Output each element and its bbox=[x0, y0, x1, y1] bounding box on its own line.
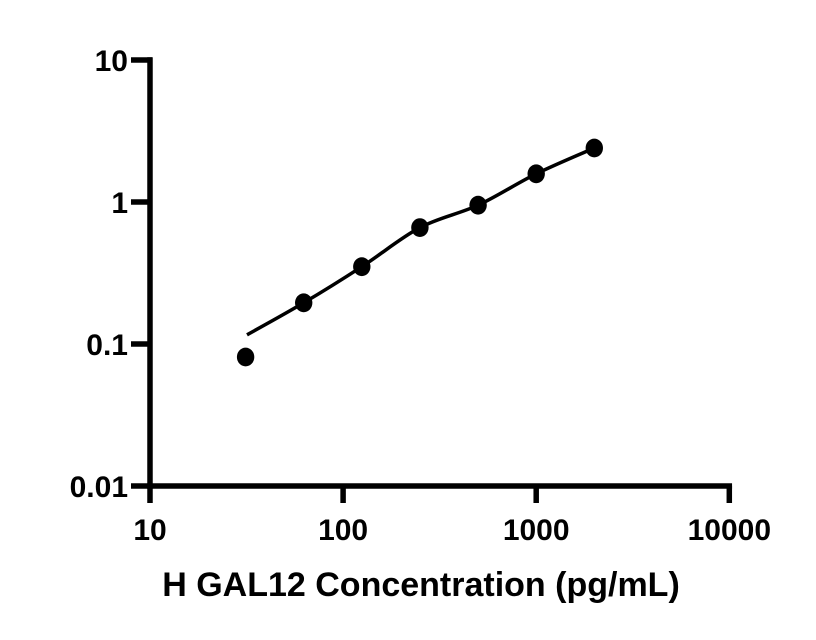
x-tick-label: 10 bbox=[133, 514, 166, 547]
y-axis-ticks: 10 1 0.1 0.01 bbox=[70, 45, 152, 504]
data-point bbox=[585, 138, 603, 158]
x-tick-label: 1000 bbox=[503, 514, 570, 547]
x-axis-ticks: 10 100 1000 10000 bbox=[133, 486, 771, 547]
data-point bbox=[411, 218, 429, 238]
data-point bbox=[353, 257, 371, 277]
data-point bbox=[295, 293, 313, 313]
y-tick-label: 0.01 bbox=[70, 471, 128, 504]
y-tick-label: 0.1 bbox=[86, 329, 128, 362]
x-tick-label: 100 bbox=[318, 514, 368, 547]
x-axis-title: H GAL12 Concentration (pg/mL) bbox=[162, 566, 680, 604]
data-points-layer bbox=[236, 138, 603, 367]
data-point bbox=[469, 195, 487, 215]
axes-layer bbox=[147, 57, 733, 489]
y-tick-label: 1 bbox=[111, 187, 128, 220]
data-point bbox=[236, 347, 255, 367]
data-point bbox=[527, 164, 545, 184]
y-tick-label: 10 bbox=[95, 45, 128, 78]
x-tick-label: 10000 bbox=[688, 514, 771, 547]
